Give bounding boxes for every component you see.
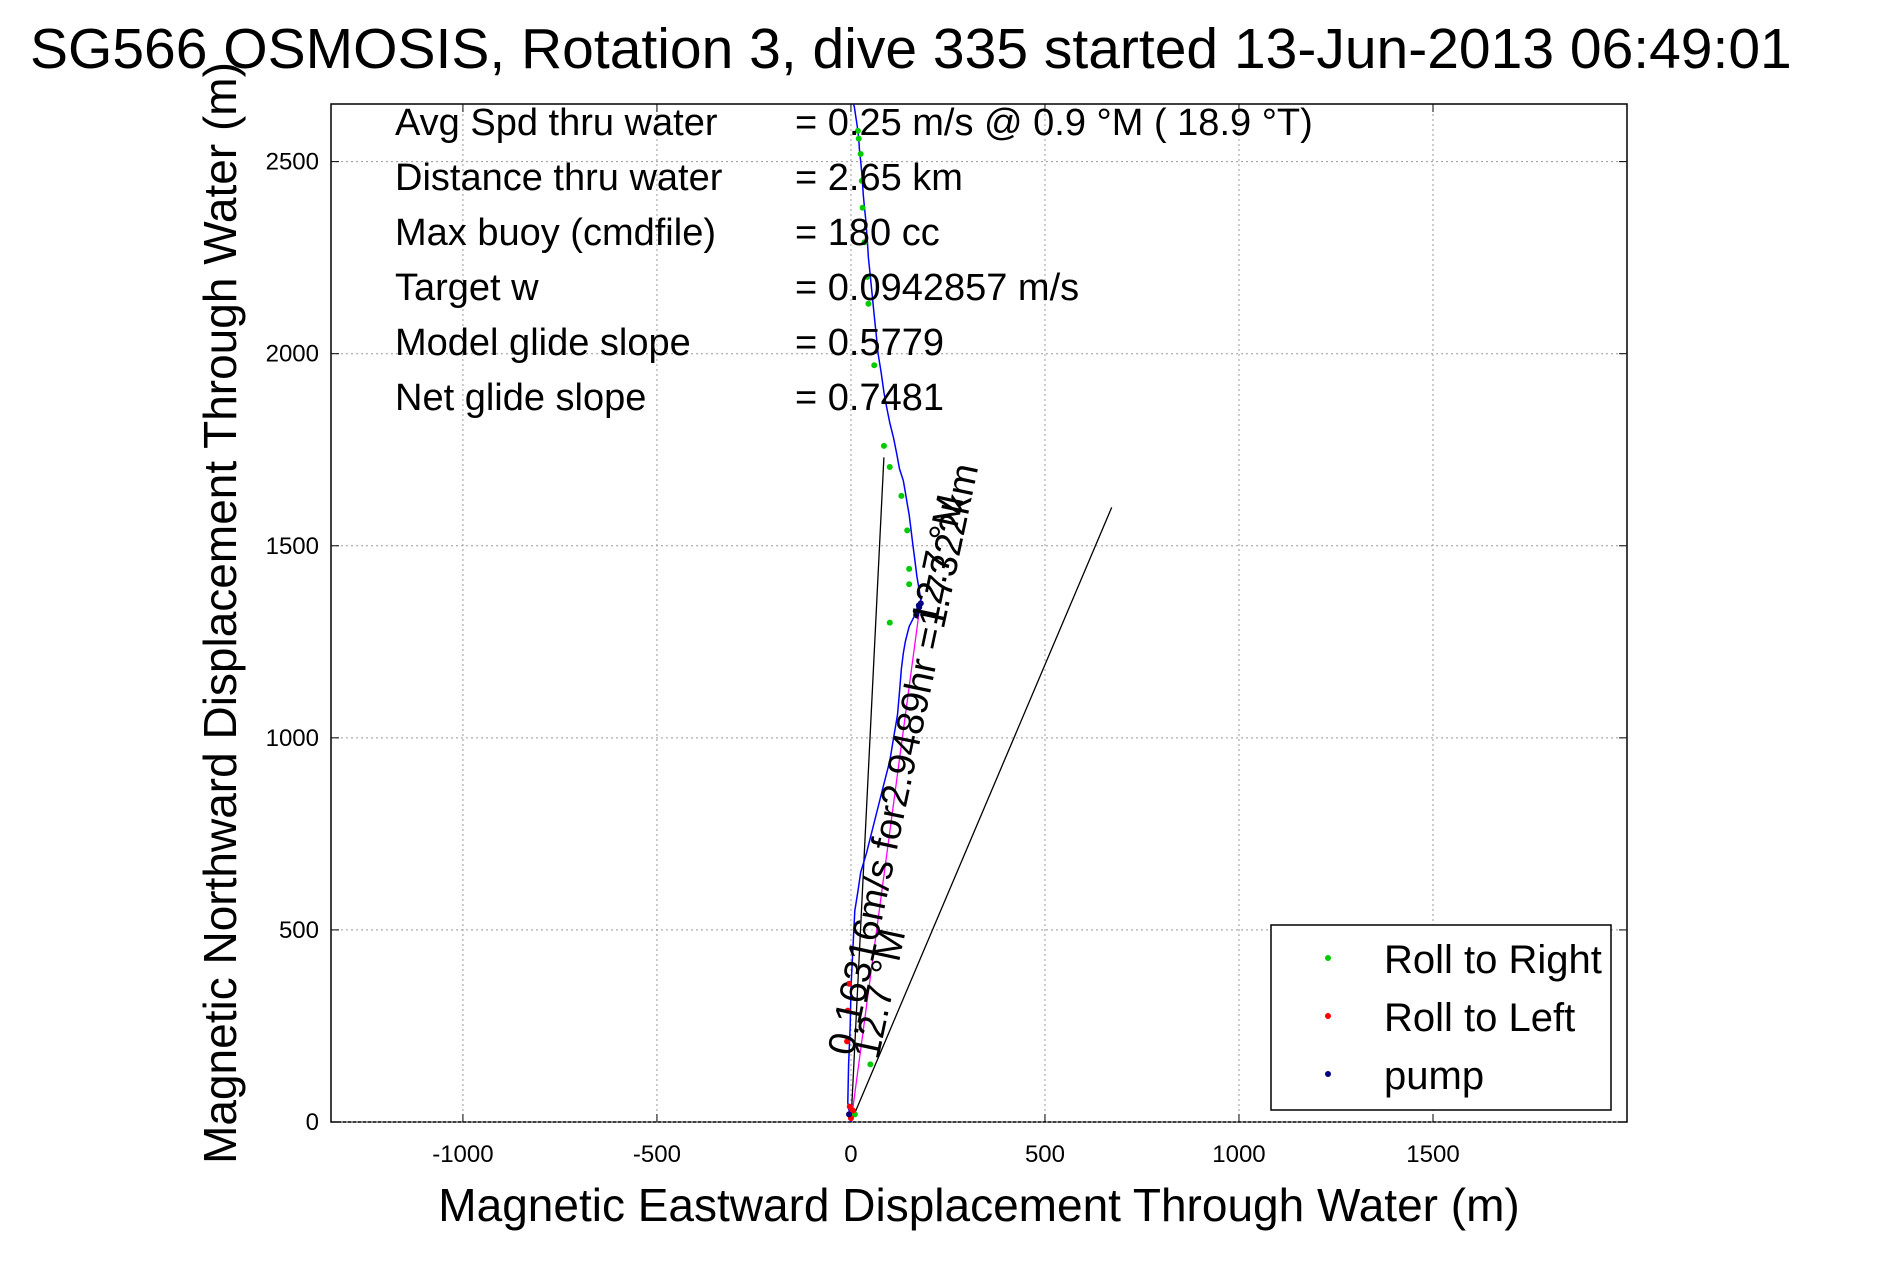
roll-right-point — [861, 239, 868, 246]
legend-marker — [1325, 1013, 1331, 1019]
legend-label: pump — [1384, 1054, 1484, 1098]
x-tick-label: -500 — [633, 1141, 681, 1168]
legend: Roll to Right Roll to Left pump — [1270, 924, 1612, 1111]
reference-line — [850, 457, 885, 1123]
dive-stats: Avg Spd thru water = 0.25 m/s @ 0.9 °M ( … — [395, 102, 1313, 419]
pump-point — [915, 602, 922, 609]
y-tick-label: 1000 — [266, 725, 319, 752]
roll-right-point — [857, 150, 864, 157]
x-tick-label: 500 — [1025, 1141, 1065, 1168]
x-axis-ticks: -1000 -500 0 500 1000 1500 — [432, 104, 1460, 1168]
stat-label: Target w — [395, 267, 539, 309]
roll-right-point — [898, 492, 905, 499]
stat-value: = 0.7481 — [795, 377, 944, 419]
y-tick-label: 0 — [306, 1109, 319, 1136]
track-line — [847, 103, 922, 1123]
stat-value: = 0.0942857 m/s — [795, 267, 1079, 309]
stat-value: = 0.25 m/s @ 0.9 °M ( 18.9 °T) — [795, 102, 1313, 144]
roll-right-point — [886, 464, 893, 471]
track-layer — [847, 103, 922, 1123]
roll-right-point — [871, 362, 878, 369]
legend-label: Roll to Left — [1384, 996, 1575, 1040]
legend-label: Roll to Right — [1384, 938, 1602, 982]
roll-right-point — [854, 127, 861, 134]
roll-right-point — [906, 565, 913, 572]
pump-point — [913, 611, 920, 618]
stat-label: Model glide slope — [395, 322, 691, 364]
stat-value: = 2.65 km — [795, 157, 963, 199]
reference-line — [850, 599, 922, 1123]
pump-point — [846, 1111, 853, 1118]
reference-line — [850, 507, 1113, 1123]
roll-left-point — [846, 980, 853, 987]
roll-right-point — [867, 1061, 874, 1068]
x-tick-label: -1000 — [432, 1141, 493, 1168]
legend-marker — [1325, 1071, 1331, 1077]
y-tick-label: 2500 — [266, 149, 319, 176]
roll-right-point — [880, 442, 887, 449]
x-tick-label: 0 — [844, 1141, 857, 1168]
roll-left-point — [849, 1107, 856, 1114]
stat-label: Avg Spd thru water — [395, 102, 718, 144]
roll-right-point — [906, 581, 913, 588]
reference-lines — [850, 457, 1113, 1123]
roll-right-point — [859, 204, 866, 211]
roll-left-point — [844, 1007, 851, 1014]
roll-right-point — [904, 527, 911, 534]
marker-layer — [844, 127, 924, 1122]
stat-label: Max buoy (cmdfile) — [395, 212, 716, 254]
stat-label: Net glide slope — [395, 377, 646, 419]
y-tick-label: 500 — [279, 917, 319, 944]
roll-right-point — [858, 177, 865, 184]
roll-right-point — [855, 135, 862, 142]
roll-left-point — [844, 1038, 851, 1045]
roll-right-point — [865, 300, 872, 307]
stat-label: Distance thru water — [395, 157, 723, 199]
x-tick-label: 1500 — [1406, 1141, 1459, 1168]
roll-right-point — [886, 619, 893, 626]
stat-value: = 0.5779 — [795, 322, 944, 364]
y-tick-label: 1500 — [266, 533, 319, 560]
chart-title: SG566 OSMOSIS, Rotation 3, dive 335 star… — [30, 17, 1792, 81]
y-axis-label: Magnetic Northward Displacement Through … — [194, 62, 246, 1164]
stat-value: = 180 cc — [795, 212, 940, 254]
y-axis-ticks: 0 500 1000 1500 2000 2500 — [266, 149, 1627, 1136]
legend-marker — [1325, 955, 1331, 961]
x-tick-label: 1000 — [1212, 1141, 1265, 1168]
x-axis-label: Magnetic Eastward Displacement Through W… — [438, 1179, 1519, 1231]
y-tick-label: 2000 — [266, 341, 319, 368]
roll-right-point — [864, 273, 871, 280]
legend-entries: Roll to Right Roll to Left pump — [1325, 938, 1602, 1098]
